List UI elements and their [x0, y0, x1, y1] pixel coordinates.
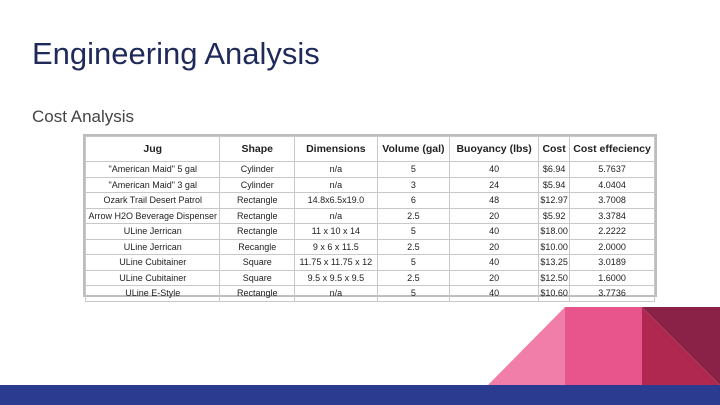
table-row: "American Maid" 5 gal Cylinder n/a 5 40 … — [84, 161, 655, 178]
column-header-dimensions: Dimensions — [293, 136, 378, 162]
column-header-buoyancy: Buoyancy (lbs) — [449, 136, 540, 162]
table-row: Ozark Trail Desert Patrol Rectangle 14.8… — [84, 192, 655, 209]
table-row: "American Maid" 3 gal Cylinder n/a 3 24 … — [84, 176, 655, 193]
cell-cost: $10.00 — [538, 238, 571, 255]
cell-shape: Rectangle — [219, 192, 295, 209]
cell-cost-efficiency: 3.7736 — [569, 285, 655, 302]
table-row: ULine E-Style Rectangle n/a 5 40 $10.60 … — [84, 285, 655, 302]
column-header-shape: Shape — [219, 136, 295, 162]
cost-analysis-table-container: Jug Shape Dimensions Volume (gal) Buoyan… — [83, 134, 657, 302]
cell-buoyancy: 40 — [449, 285, 540, 302]
column-header-jug: Jug — [84, 136, 221, 162]
slide-title: Engineering Analysis — [32, 36, 320, 71]
column-header-cost-efficiency: Cost effeciency — [569, 136, 655, 162]
table-header-row: Jug Shape Dimensions Volume (gal) Buoyan… — [84, 136, 655, 162]
table-row: ULine Jerrican Recangle 9 x 6 x 11.5 2.5… — [84, 238, 655, 255]
table-row: ULine Cubitainer Square 9.5 x 9.5 x 9.5 … — [84, 269, 655, 286]
cell-volume: 5 — [376, 285, 451, 302]
table-row: Arrow H2O Beverage Dispenser Rectangle n… — [84, 207, 655, 224]
pink-square-shape — [565, 307, 642, 385]
pink-triangle-shape — [488, 307, 565, 385]
table-row: ULine Cubitainer Square 11.75 x 11.75 x … — [84, 254, 655, 271]
column-header-volume: Volume (gal) — [376, 136, 451, 162]
cost-analysis-table: Jug Shape Dimensions Volume (gal) Buoyan… — [84, 136, 655, 302]
maroon-triangle-shape — [642, 307, 720, 385]
cell-shape: Rectangle — [219, 285, 295, 302]
slide-subtitle: Cost Analysis — [32, 107, 135, 126]
bottom-accent-bar — [0, 385, 720, 405]
cell-cost: $10.60 — [538, 285, 571, 302]
column-header-cost: Cost — [538, 136, 571, 162]
